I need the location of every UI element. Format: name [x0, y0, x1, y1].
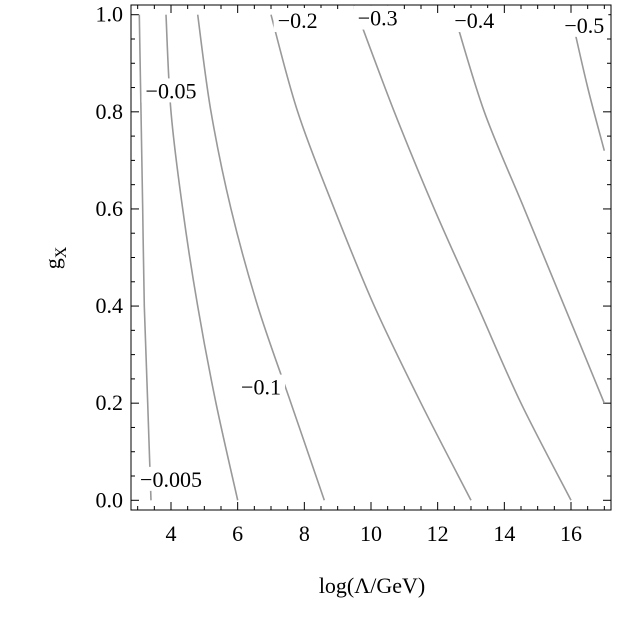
y-axis-label: gX — [40, 246, 70, 269]
contour-label-bg — [450, 7, 499, 32]
contour-label: −0.5 — [564, 13, 604, 38]
contour-label: −0.1 — [241, 375, 281, 400]
y-tick-label: 0.4 — [96, 293, 124, 318]
y-tick-label: 0.8 — [96, 99, 124, 124]
y-tick-label: 1.0 — [96, 2, 124, 27]
x-tick-label: 8 — [299, 521, 310, 546]
contour-label-bg — [273, 7, 322, 32]
contour-label-bg — [141, 78, 201, 103]
contour-label-bg — [353, 5, 402, 30]
y-tick-label: 0.6 — [96, 196, 124, 221]
contour-line-3 — [270, 14, 472, 501]
x-tick-labels: 4 6 8 10 12 14 16 — [166, 521, 583, 546]
x-tick-label: 14 — [493, 521, 515, 546]
contour-label: −0.2 — [278, 8, 318, 33]
contour-label: −0.05 — [146, 78, 197, 103]
contour-labels: −0.005 −0.05 −0.1 −0.2 −0.3 −0.4 −0.5 — [136, 5, 609, 492]
contour-label-bg — [136, 466, 206, 491]
contour-label: −0.4 — [454, 8, 494, 33]
x-tick-label: 10 — [360, 521, 382, 546]
y-axis-label-base: g — [40, 258, 65, 269]
y-tick-label: 0.0 — [96, 487, 124, 512]
contour-label: −0.005 — [140, 467, 202, 492]
x-tick-label: 12 — [427, 521, 449, 546]
contour-line-4 — [356, 14, 572, 501]
contour-label-bg — [237, 374, 285, 399]
contour-line-5 — [453, 14, 606, 404]
y-tick-labels: 0.0 0.2 0.4 0.6 0.8 1.0 — [96, 2, 124, 513]
x-tick-label: 4 — [166, 521, 177, 546]
contour-label-bg — [560, 12, 609, 37]
contour-line-2 — [196, 14, 326, 501]
contour-label: −0.3 — [358, 6, 398, 31]
x-tick-label: 6 — [232, 521, 243, 546]
tick-marks — [131, 5, 611, 510]
x-axis-label: log(Λ/GeV) — [319, 573, 425, 598]
plot-frame — [130, 4, 612, 511]
contour-line-0 — [138, 14, 152, 501]
x-tick-label: 16 — [560, 521, 582, 546]
contour-lines — [138, 14, 606, 501]
y-axis-label-subscript: X — [53, 246, 70, 258]
y-tick-label: 0.2 — [96, 390, 124, 415]
